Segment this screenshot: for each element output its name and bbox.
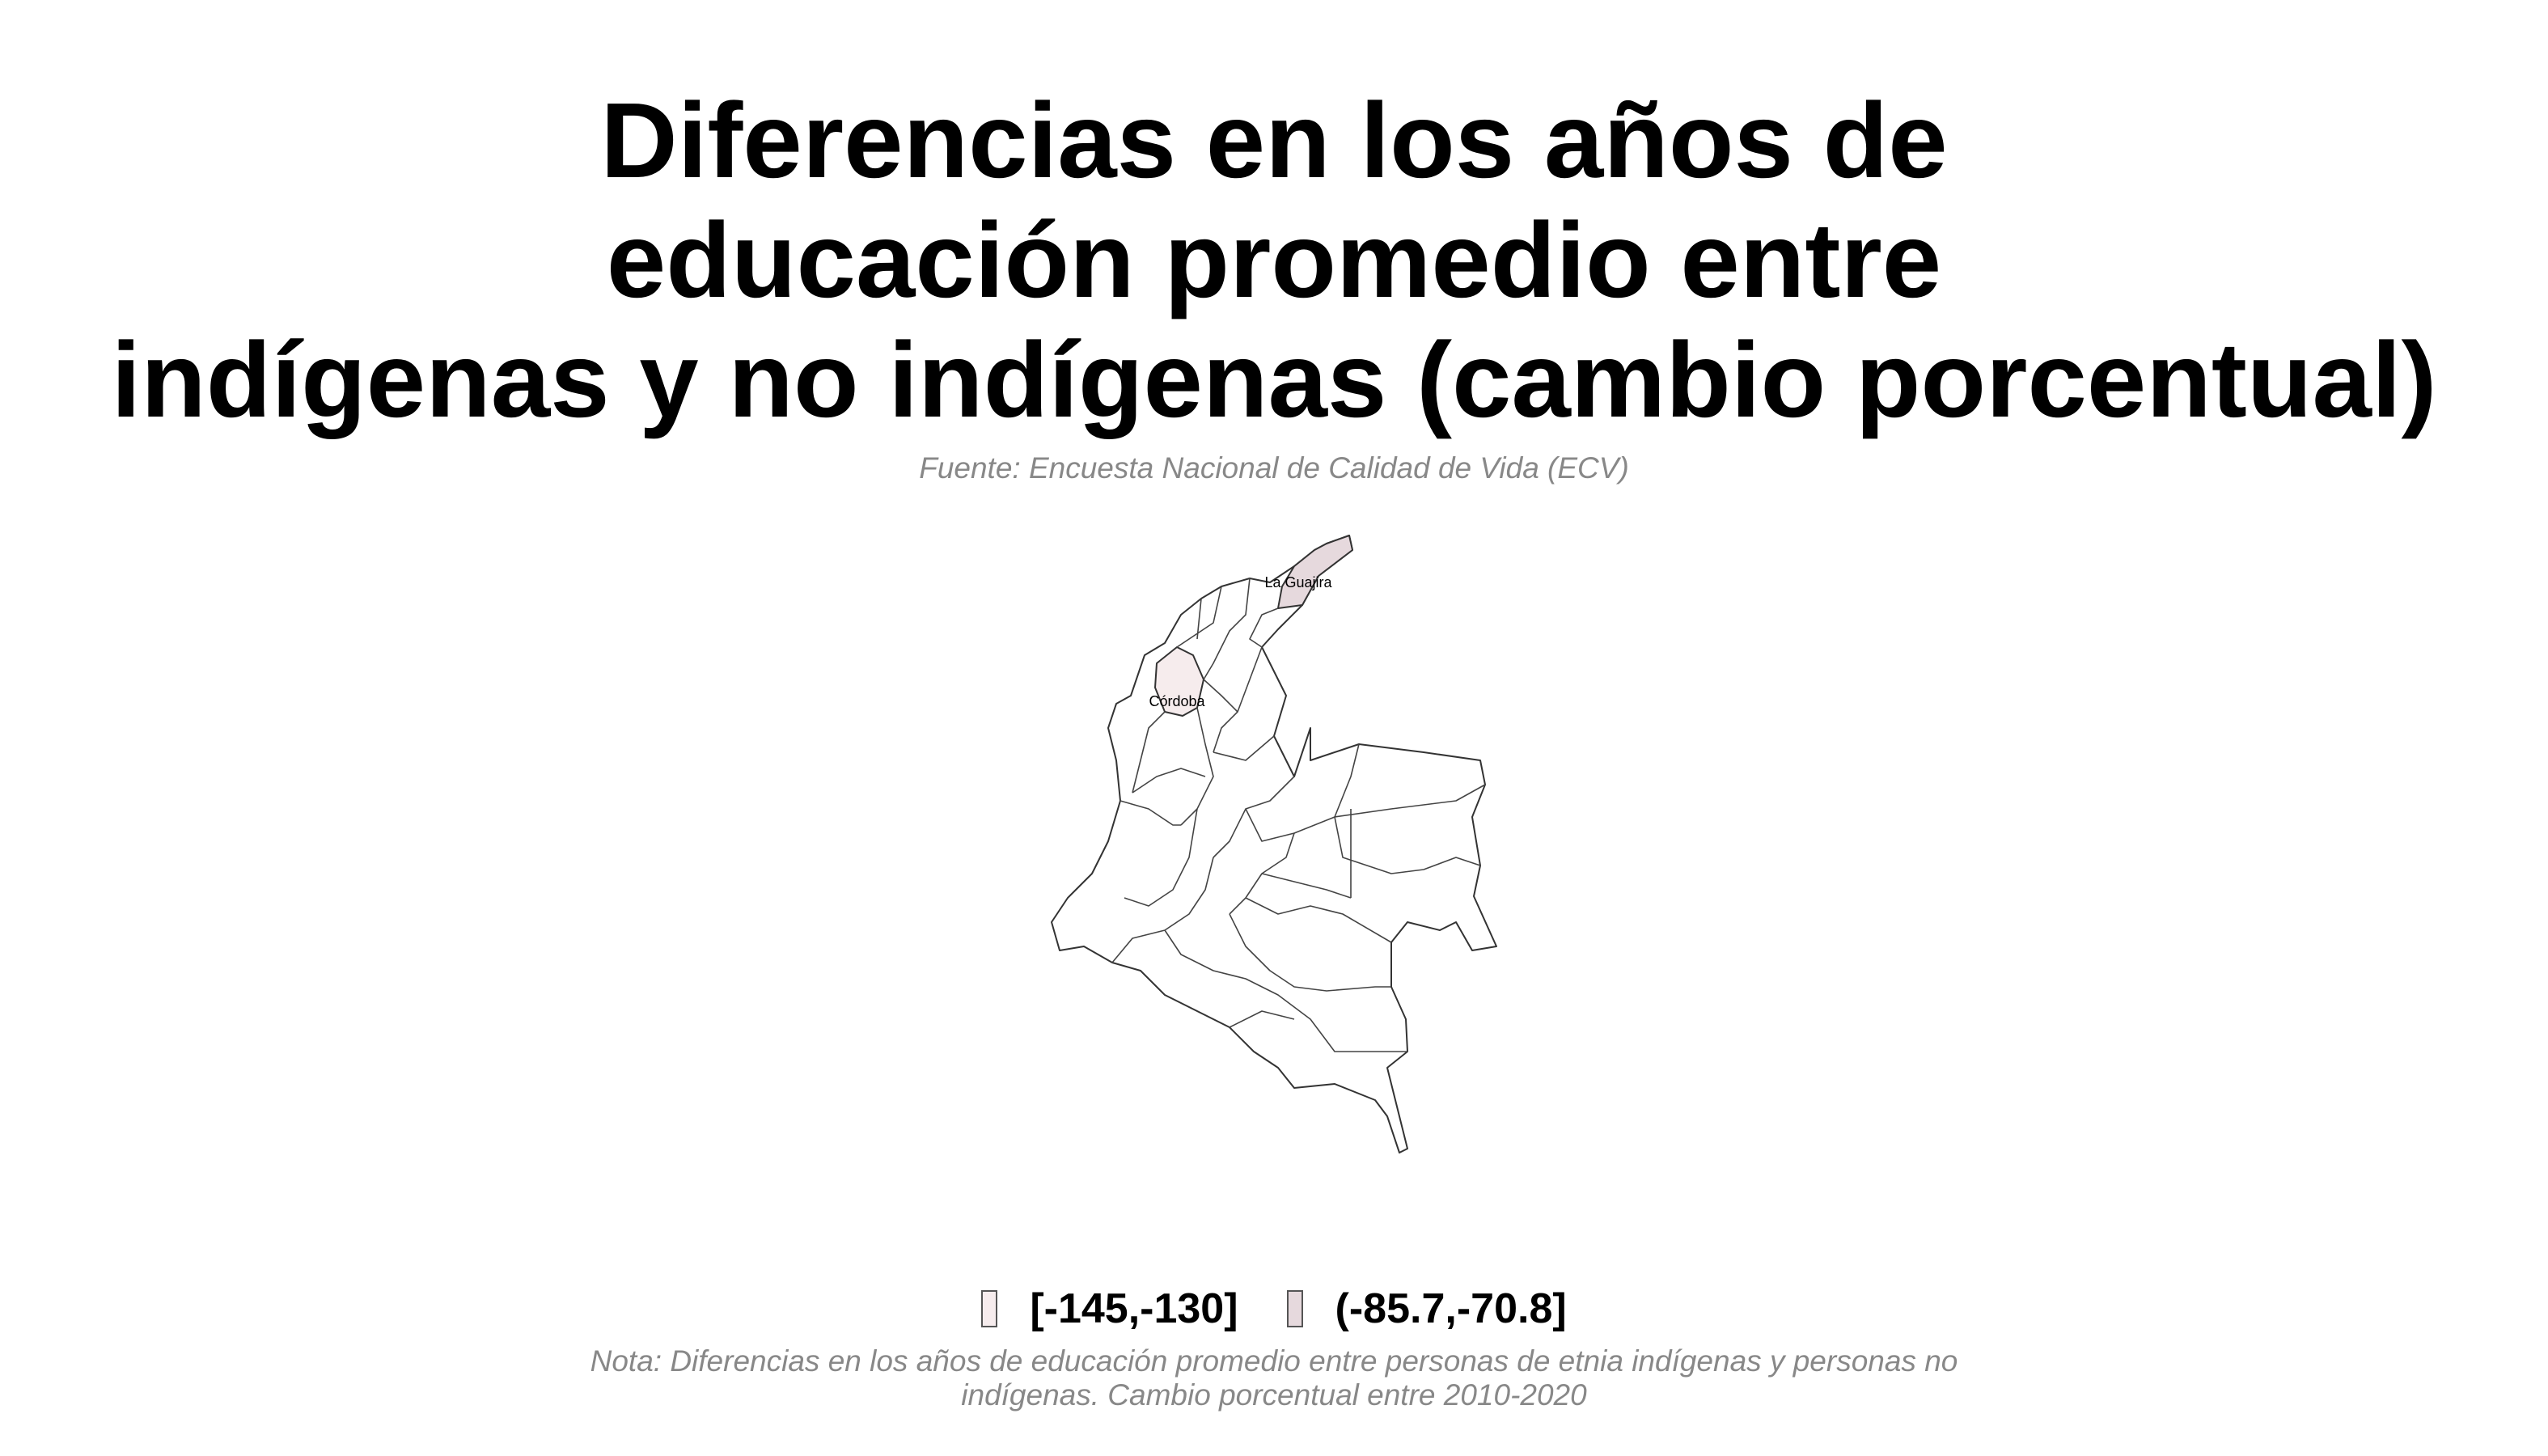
legend-item: [-145,-130]: [981, 1285, 1238, 1333]
map-title: Diferencias en los años de educación pro…: [0, 81, 2548, 440]
colombia-outline: [1051, 535, 1497, 1153]
note-caption: Nota: Diferencias en los años de educaci…: [0, 1344, 2548, 1412]
title-line-2: educación promedio entre: [606, 201, 1942, 320]
note-line-1: Nota: Diferencias en los años de educaci…: [590, 1344, 1958, 1378]
source-caption: Fuente: Encuesta Nacional de Calidad de …: [919, 451, 1629, 485]
legend-swatch-2: [1286, 1290, 1303, 1327]
label-cordoba: Córdoba: [1149, 693, 1205, 709]
legend-label-1: [-145,-130]: [1030, 1285, 1238, 1332]
legend-swatch-1: [981, 1290, 998, 1327]
region-la-guajira: [1277, 535, 1353, 609]
title-line-1: Diferencias en los años de: [600, 81, 1948, 200]
legend-label-2: (-85.7,-70.8]: [1335, 1285, 1567, 1332]
label-la-guajira: La Guajira: [1264, 574, 1332, 590]
note-line-2: indígenas. Cambio porcentual entre 2010-…: [961, 1378, 1587, 1412]
legend-item: (-85.7,-70.8]: [1286, 1285, 1567, 1333]
map-legend: [-145,-130] (-85.7,-70.8]: [0, 1285, 2548, 1333]
title-line-3: indígenas y no indígenas (cambio porcent…: [111, 320, 2437, 439]
